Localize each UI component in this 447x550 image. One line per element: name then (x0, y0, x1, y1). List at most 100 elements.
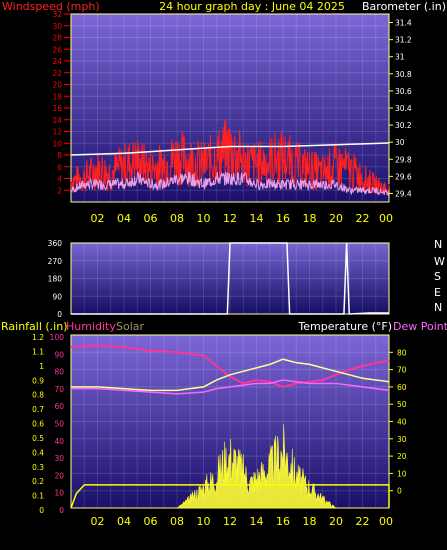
wind-tick-label: 30 (52, 22, 62, 31)
humidity-tick-label: 20 (54, 471, 64, 480)
wind-tick-label: 24 (52, 57, 62, 66)
baro-tick-label: 30.4 (395, 104, 412, 113)
x-tick-label: 12 (223, 212, 237, 225)
x-tick-label: 18 (303, 212, 317, 225)
wind-tick-label: 6 (57, 163, 62, 172)
barometer-line (70, 142, 390, 156)
wind-tick-label: 18 (52, 92, 62, 101)
rain-tick-label: 0.1 (32, 492, 44, 501)
wind-tick-label: 32 (52, 10, 62, 19)
solar-area (71, 424, 389, 509)
rain-tick-label: 1.2 (32, 333, 44, 342)
humidity-tick-label: 30 (54, 454, 64, 463)
x-tick-label: 04 (117, 212, 131, 225)
compass-label: W (434, 255, 445, 268)
wind-axis-label: Windspeed (mph) (2, 0, 100, 13)
rain-tick-label: 0.7 (32, 405, 44, 414)
wind-tick-label: 28 (52, 34, 62, 43)
rain-tick-label: 0.8 (32, 391, 44, 400)
wind-series (70, 119, 390, 196)
humidity-tick-label: 60 (54, 402, 64, 411)
wind-tick-label: 2 (57, 186, 62, 195)
rain-tick-label: 0.9 (32, 376, 44, 385)
x-tick-label: 20 (329, 212, 343, 225)
direction-tick-label: 0 (57, 310, 62, 319)
temp-tick-label: 60 (397, 383, 407, 392)
wind-tick-label: 10 (52, 139, 62, 148)
baro-tick-label: 29.6 (395, 172, 412, 181)
humidity-tick-label: 10 (54, 489, 64, 498)
temp-tick-label: 10 (397, 469, 407, 478)
compass-label: N (434, 238, 442, 251)
temp-x-ticks: 02 04 06 08 10 12 14 16 18 20 22 00 (91, 515, 394, 528)
temp-axis-label: Temperature (°F) (297, 320, 392, 333)
rain-y-ticks: 0 0.1 0.2 0.3 0.4 0.5 0.6 0.7 0.8 0.9 1 1.1 1.2 (32, 333, 44, 515)
direction-line (71, 242, 389, 315)
wind-tick-label: 12 (52, 128, 62, 137)
rain-tick-label: 0.6 (32, 420, 44, 429)
x-tick-label: 12 (223, 515, 237, 528)
wind-x-ticks: 02 04 06 08 10 12 14 16 18 20 22 00 (91, 212, 394, 225)
x-tick-label: 20 (329, 515, 343, 528)
wind-tick-label: 8 (57, 151, 62, 160)
temp-grid (71, 335, 389, 508)
x-tick-label: 00 (379, 515, 393, 528)
x-tick-label: 14 (250, 212, 264, 225)
baro-tick-label: 29.8 (395, 155, 412, 164)
x-tick-label: 18 (303, 515, 317, 528)
solar-axis-label: Solar (116, 320, 145, 333)
temp-y-ticks: 0 10 20 30 40 50 60 70 80 (389, 348, 407, 496)
baro-tick-label: 30.6 (395, 87, 412, 96)
rain-tick-label: 0.5 (32, 434, 44, 443)
compass-label: N (434, 301, 442, 314)
rain-tick-label: 0.4 (32, 448, 44, 457)
baro-tick-label: 31.2 (395, 36, 412, 45)
x-tick-label: 08 (170, 212, 184, 225)
temperature-line (71, 358, 390, 392)
rain-axis-label: Rainfall (.in) (1, 320, 68, 333)
x-tick-label: 04 (117, 515, 131, 528)
dew-axis-label: Dew Point ( (393, 320, 447, 333)
x-tick-label: 22 (356, 515, 370, 528)
wind-tick-label: 20 (52, 81, 62, 90)
direction-series (71, 242, 389, 315)
temp-tick-label: 80 (397, 348, 407, 357)
baro-tick-label: 31 (395, 53, 405, 62)
direction-tick-label: 360 (48, 239, 63, 248)
temp-tick-label: 50 (397, 400, 407, 409)
rain-tick-label: 0.3 (32, 463, 44, 472)
rainfall-line (70, 484, 390, 509)
x-tick-label: 08 (170, 515, 184, 528)
rain-tick-label: 1 (39, 362, 44, 371)
baro-tick-label: 29.4 (395, 189, 412, 198)
x-tick-label: 16 (276, 515, 290, 528)
humidity-line (70, 344, 390, 388)
temp-tick-label: 40 (397, 418, 407, 427)
direction-tick-label: 180 (48, 275, 63, 284)
compass-label: S (434, 270, 441, 283)
humidity-tick-label: 100 (50, 333, 65, 342)
humidity-tick-label: 90 (54, 350, 64, 359)
x-tick-label: 06 (144, 515, 158, 528)
temp-tick-label: 70 (397, 366, 407, 375)
temp-series (70, 344, 390, 509)
baro-axis-label: Barometer (.in) (362, 0, 446, 13)
wind-tick-label: 16 (52, 104, 62, 113)
wind-tick-label: 26 (52, 45, 62, 54)
x-tick-label: 14 (250, 515, 264, 528)
x-tick-label: 06 (144, 212, 158, 225)
chart-title: 24 hour graph day : June 04 2025 (159, 0, 345, 13)
wind-tick-label: 22 (52, 69, 62, 78)
direction-tick-label: 270 (48, 257, 63, 266)
humidity-axis-label: Humidity (66, 320, 116, 333)
humidity-y-ticks: 0 10 20 30 40 50 60 70 80 90 100 (50, 333, 65, 515)
x-tick-label: 10 (197, 515, 211, 528)
temp-tick-label: 0 (397, 487, 402, 496)
direction-y-ticks: 0 90 180 270 360 (48, 239, 63, 319)
humidity-tick-label: 80 (54, 368, 64, 377)
humidity-tick-label: 0 (59, 506, 64, 515)
humidity-tick-label: 70 (54, 385, 64, 394)
